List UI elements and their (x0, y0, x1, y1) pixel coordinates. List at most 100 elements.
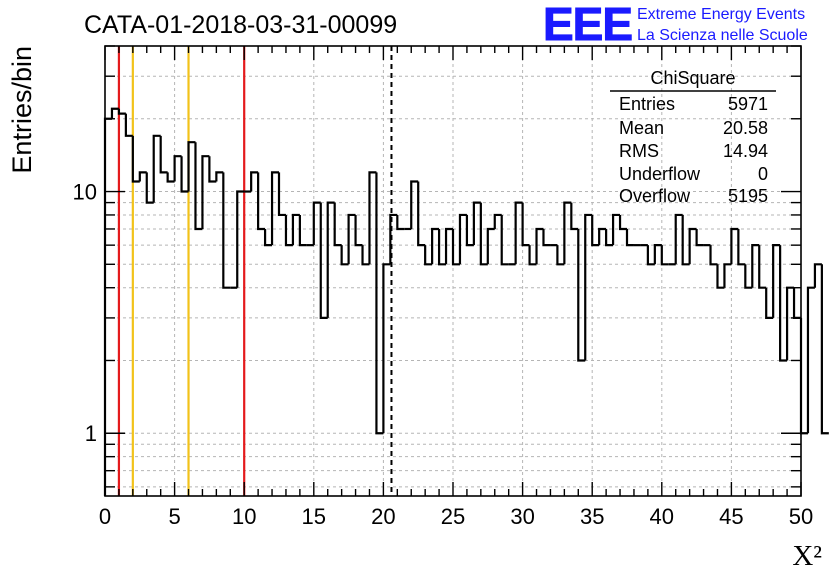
histogram-bin (458, 213, 467, 265)
histogram-bin (215, 171, 224, 182)
histogram-bin (528, 245, 537, 266)
x-tick-label: 35 (580, 504, 604, 529)
histogram-bin (486, 227, 495, 265)
histogram-bin (347, 213, 356, 265)
histogram-bin (660, 245, 669, 266)
histogram-bin (124, 113, 133, 137)
histogram-bin (472, 201, 481, 246)
histogram-bin (695, 228, 704, 247)
histogram-bin (159, 135, 168, 174)
histogram-bin (709, 245, 718, 266)
histogram-bin (535, 227, 544, 265)
histogram-bin (493, 213, 502, 229)
histogram-bin (424, 245, 433, 266)
histogram-bin (319, 202, 328, 320)
histogram-bin (444, 227, 453, 265)
histogram-bin (820, 264, 829, 435)
x-tick-label: 20 (371, 504, 395, 529)
run-title: CATA-01-2018-03-31-00099 (84, 11, 397, 39)
ticks: 0 5 10 15 20 25 30 35 40 45 50 1 10 (73, 45, 813, 529)
stats-label: Overflow (619, 186, 691, 206)
histogram-bin (500, 214, 509, 266)
histogram-bin (257, 172, 266, 231)
histogram-bin (681, 214, 690, 266)
histogram-bin (646, 245, 655, 266)
stats-value: 5971 (728, 94, 768, 114)
histogram-bin (145, 172, 154, 204)
y-axis-label: Entries/bin (7, 46, 37, 174)
histogram-bin (340, 245, 349, 266)
histogram-bin (382, 263, 391, 434)
x-axis-label: X² (792, 540, 822, 572)
histogram-bin (138, 171, 147, 182)
histogram-bin (396, 214, 405, 231)
histogram-bin (556, 245, 565, 266)
histogram-bin (270, 171, 279, 246)
x-tick-label: 25 (441, 504, 465, 529)
y-tick-label: 1 (85, 421, 97, 446)
histogram-bin (284, 214, 293, 247)
x-tick-label: 0 (99, 504, 111, 529)
histogram-bin (312, 201, 321, 246)
histogram-bin (410, 180, 419, 229)
histogram-bin (173, 155, 182, 182)
histogram-bin (208, 156, 217, 183)
histogram-bin (236, 190, 245, 288)
eee-logo-mark: EEE (543, 0, 632, 50)
histogram-bin (591, 214, 600, 247)
histogram-bin (250, 171, 259, 192)
histogram-bin (563, 201, 572, 265)
stats-label: Underflow (619, 164, 701, 184)
histogram-bin (765, 287, 774, 320)
histogram-bin (674, 213, 683, 265)
histogram-bin (514, 201, 523, 265)
histogram-bin (437, 228, 447, 266)
histogram-bin (723, 263, 732, 288)
stats-value: 5195 (728, 186, 768, 206)
histogram-bin (354, 214, 363, 247)
histogram-bin (737, 228, 746, 266)
x-tick-label: 15 (302, 504, 326, 529)
histogram-bin (375, 172, 384, 435)
histogram-bin (577, 228, 586, 362)
x-tick-label: 45 (719, 504, 743, 529)
histogram-bin (542, 228, 551, 247)
histogram-bin (813, 263, 822, 288)
y-tick-label: 10 (73, 180, 97, 205)
histogram-bin (451, 228, 460, 266)
histogram-bin (431, 227, 440, 265)
histogram-bin (465, 214, 474, 247)
histogram-bin (187, 141, 196, 192)
stats-label: Entries (619, 94, 675, 114)
histogram-bin (618, 214, 627, 231)
histogram-bin (180, 156, 189, 193)
histogram-bin (201, 155, 210, 229)
histogram-bin (166, 172, 175, 183)
histogram-bin (772, 244, 781, 318)
x-tick-label: 50 (789, 504, 813, 529)
histogram-bin (222, 172, 231, 289)
x-tick-label: 5 (168, 504, 180, 529)
histogram-bin (152, 134, 161, 203)
stats-title: ChiSquare (650, 68, 735, 88)
stats-value: 14.94 (723, 141, 768, 161)
marker-lines (117, 46, 393, 496)
histogram-bin (326, 201, 335, 318)
stats-label: Mean (619, 118, 664, 138)
histogram-bin (744, 264, 753, 289)
x-tick-label: 40 (650, 504, 674, 529)
histogram-bin (570, 202, 579, 231)
histogram-bin (291, 213, 300, 246)
histogram-bin (751, 244, 760, 288)
histogram-bin (716, 264, 725, 289)
eee-logo-line2: La Scienza nelle Scuole (637, 27, 808, 44)
histogram-bin (298, 214, 307, 247)
histogram-bin (131, 135, 140, 183)
histogram-bin (521, 202, 530, 247)
histogram-bin (730, 227, 739, 265)
histogram-bin (611, 213, 621, 246)
histogram-bin (758, 245, 767, 289)
stats-label: RMS (619, 141, 659, 161)
histogram-bin (417, 181, 426, 247)
